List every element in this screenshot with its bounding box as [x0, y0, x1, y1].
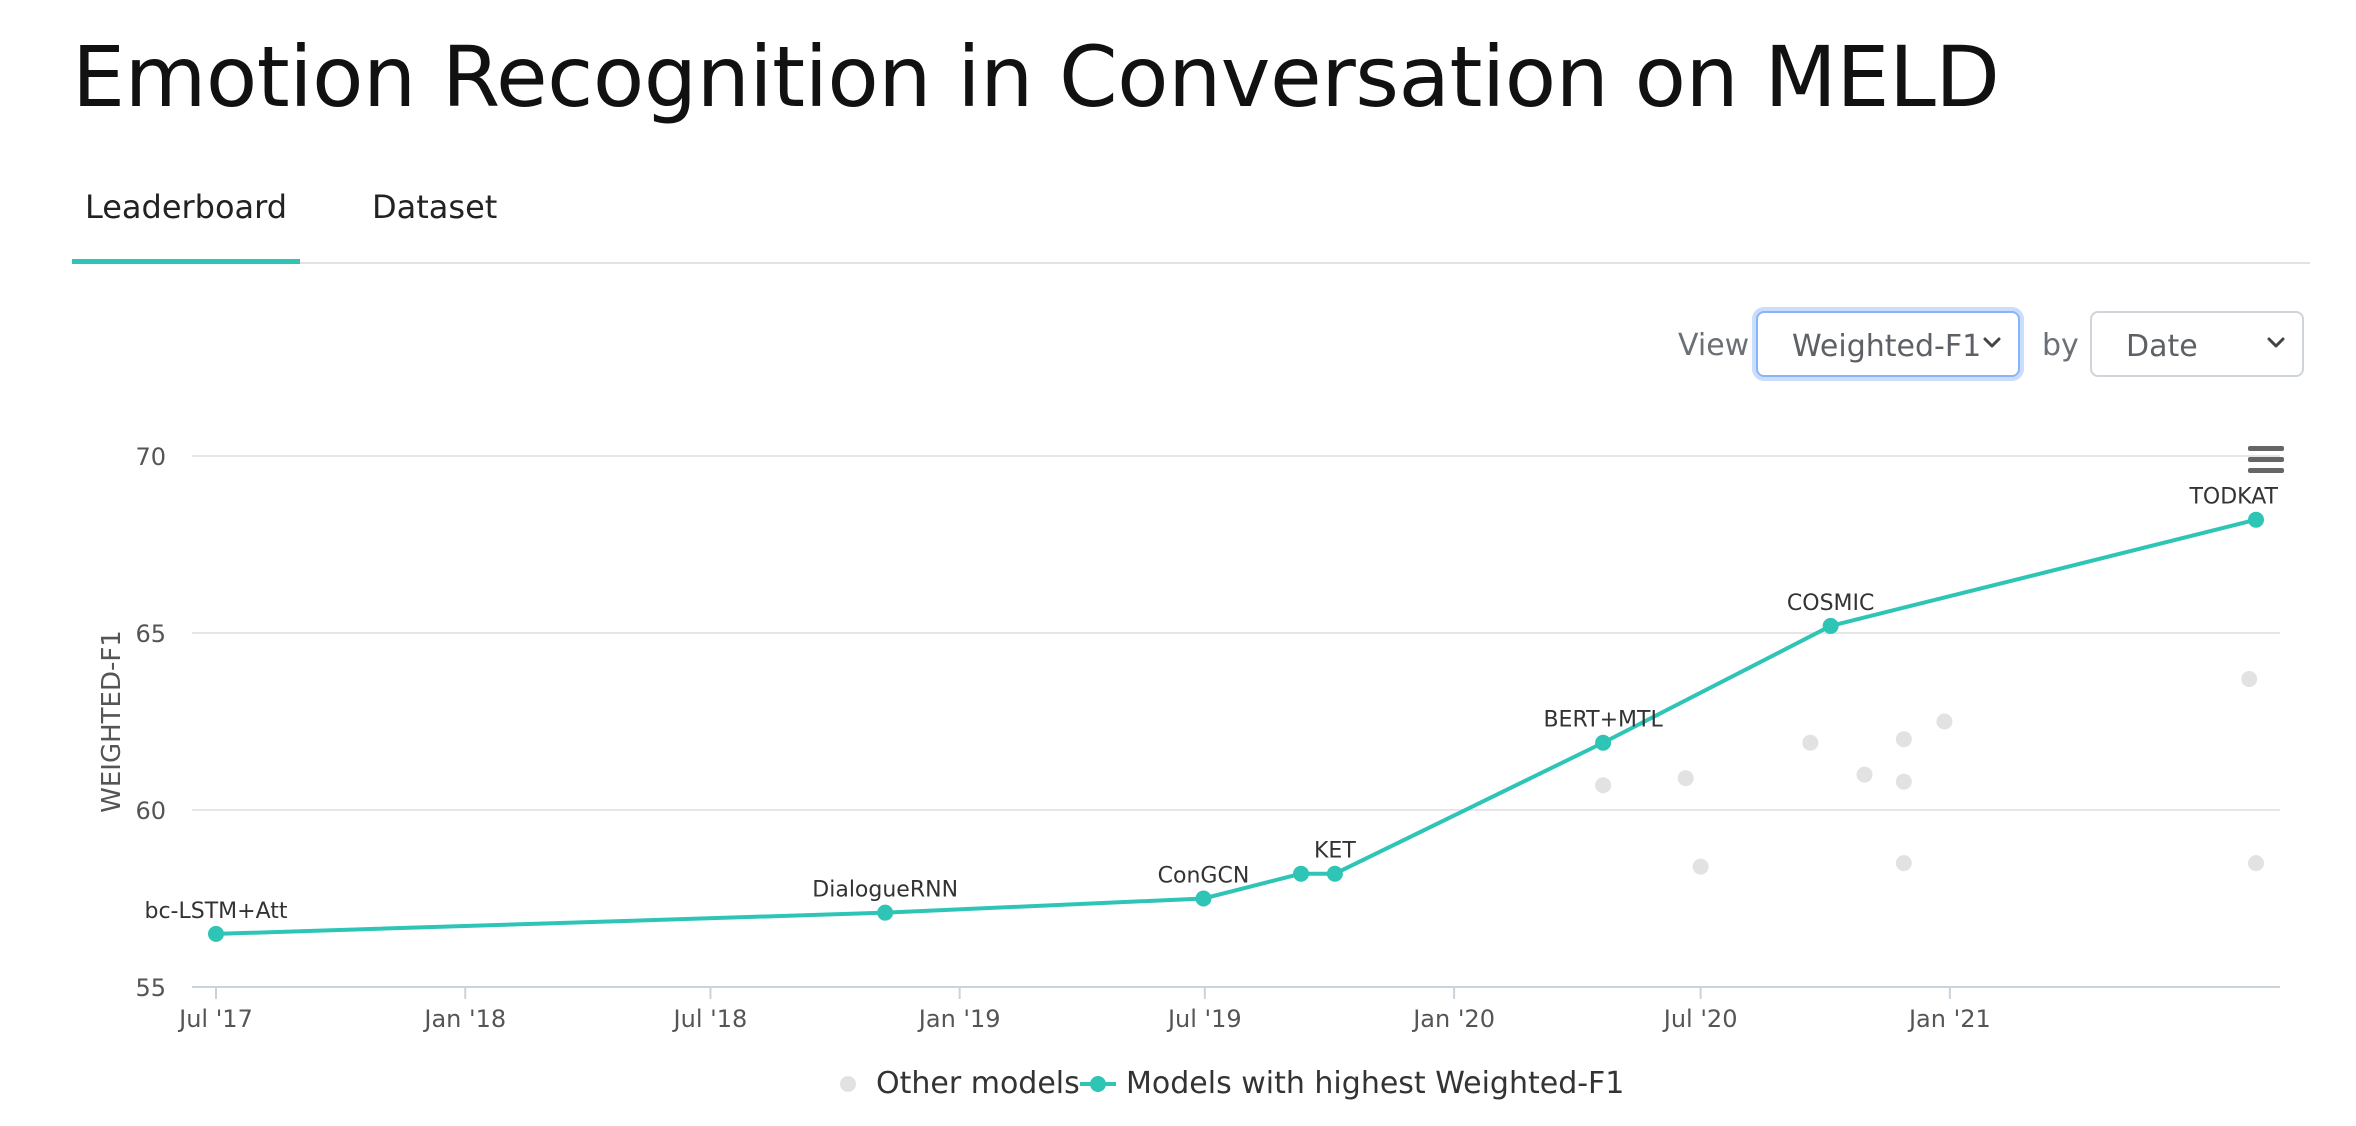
legend-other-models[interactable]: Other models [836, 1066, 1080, 1101]
other-model-point [1677, 770, 1694, 787]
data-label: ConGCN [1158, 864, 1250, 889]
x-tick-label: Jan '19 [917, 1005, 1001, 1033]
data-label: COSMIC [1787, 591, 1874, 616]
x-tick-label: Jul '20 [1662, 1005, 1738, 1033]
x-tick-label: Jan '21 [1907, 1005, 1991, 1033]
other-model-point [2248, 855, 2264, 872]
x-tick-label: Jul '18 [672, 1005, 748, 1033]
y-tick-label: 55 [135, 974, 166, 1002]
chevron-down-icon [2267, 337, 2285, 348]
x-tick-label: Jan '20 [1411, 1005, 1495, 1033]
y-axis-label: WEIGHTED-F1 [97, 630, 127, 813]
y-axis: 55 60 65 70 [135, 443, 166, 1002]
x-tick-label: Jul '19 [1166, 1005, 1242, 1033]
legend-dot-icon [840, 1076, 856, 1092]
best-model-point [1326, 865, 1343, 882]
x-tick-label: Jul '17 [177, 1005, 253, 1033]
best-model-point [208, 925, 224, 942]
other-model-point [1595, 777, 1612, 794]
best-models-series: bc-LSTM+Att DialogueRNN ConGCN KET BERT+MTL C… [145, 485, 2279, 942]
other-model-point [1692, 858, 1709, 875]
chevron-down-icon [1983, 337, 2001, 348]
data-label: TODKAT [2188, 485, 2278, 510]
x-tick-label: Jan '18 [422, 1005, 506, 1033]
view-select[interactable]: Weighted-F1 [1756, 311, 2020, 377]
by-select-value: Date [2126, 329, 2198, 364]
other-model-point [1895, 855, 1912, 872]
other-model-point [2241, 671, 2258, 688]
by-select[interactable]: Date [2090, 311, 2304, 377]
data-label: bc-LSTM+Att [145, 899, 288, 924]
view-label: View [1678, 328, 1750, 363]
view-select-value: Weighted-F1 [1792, 329, 1982, 364]
other-models-series [1595, 671, 2264, 875]
x-axis: Jul '17 Jan '18 Jul '18 Jan '19 Jul '19 Jan '… [177, 987, 1991, 1033]
data-label: DialogueRNN [812, 878, 958, 903]
legend-best-models[interactable]: Models with highest Weighted-F1 [1078, 1066, 1624, 1101]
best-models-line [215, 517, 2257, 936]
data-label: KET [1314, 839, 1356, 864]
page-title: Emotion Recognition in Conversation on M… [72, 28, 2000, 126]
hamburger-menu-icon[interactable] [2248, 446, 2284, 473]
data-label: BERT+MTL [1543, 708, 1663, 733]
other-model-point [1895, 731, 1912, 748]
legend-line-icon [1080, 1076, 1116, 1092]
by-label: by [2042, 328, 2079, 363]
best-model-point [877, 904, 894, 921]
y-tick-label: 65 [135, 620, 166, 648]
best-model-point [1293, 865, 1310, 882]
chart-grid [192, 455, 2280, 988]
other-model-point [1936, 713, 1953, 730]
best-model-point [1595, 734, 1612, 751]
tab-leaderboard[interactable]: Leaderboard [72, 180, 300, 264]
best-model-point [1822, 617, 1839, 634]
y-tick-label: 70 [135, 443, 166, 471]
y-tick-label: 60 [135, 797, 166, 825]
tab-bar: Leaderboard Dataset [72, 180, 2310, 264]
other-model-point [1856, 766, 1873, 783]
tab-dataset[interactable]: Dataset [372, 188, 498, 226]
best-model-point [1195, 890, 1212, 907]
other-model-point [1895, 773, 1912, 790]
other-model-point [1802, 734, 1819, 751]
best-model-point [2248, 511, 2264, 528]
